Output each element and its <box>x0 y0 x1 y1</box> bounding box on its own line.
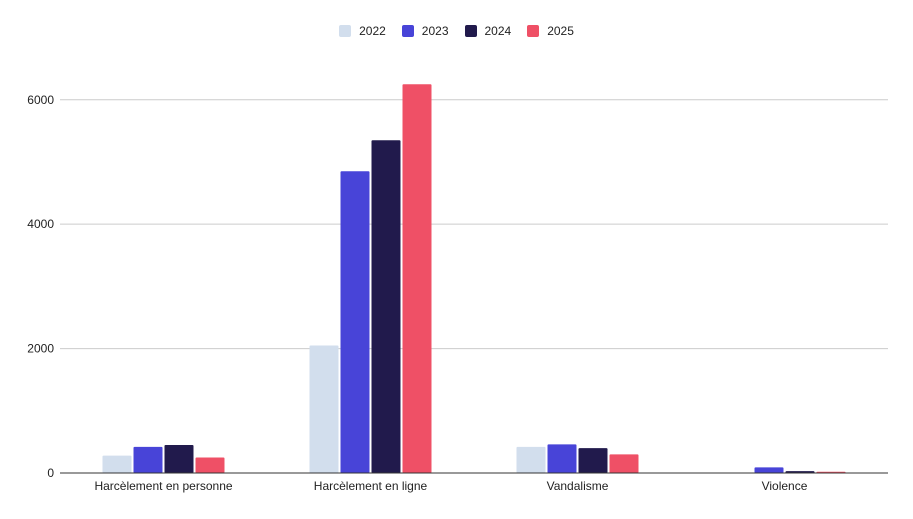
bar-2023 <box>754 467 784 473</box>
legend-swatch-2025 <box>527 25 540 37</box>
y-tick-label: 4000 <box>27 217 54 231</box>
bar-2024 <box>164 445 194 473</box>
bar-2025 <box>402 84 432 474</box>
legend-label-2025: 2025 <box>547 24 574 38</box>
legend-item-2025[interactable]: 2025 <box>527 24 574 38</box>
bar-2023 <box>547 444 577 473</box>
legend-label-2023: 2023 <box>421 24 449 38</box>
y-tick-label: 2000 <box>27 342 54 356</box>
legend-item-2022[interactable]: 2022 <box>339 24 386 38</box>
bar-2022 <box>309 345 339 473</box>
x-tick-label: Harcèlement en personne <box>94 479 232 493</box>
y-tick-label: 6000 <box>27 93 54 107</box>
bar-2022 <box>102 455 132 473</box>
legend: 2022 2023 2024 2025 <box>0 24 913 38</box>
legend-label-2022: 2022 <box>359 24 386 38</box>
legend-label-2024: 2024 <box>484 24 512 38</box>
bar-2024 <box>578 448 608 473</box>
legend-item-2023[interactable]: 2023 <box>401 24 449 38</box>
legend-swatch-2022 <box>339 25 352 37</box>
legend-swatch-2023 <box>401 25 414 37</box>
bar-2022 <box>516 446 546 473</box>
x-tick-label: Violence <box>762 479 808 493</box>
bar-2023 <box>133 446 163 473</box>
x-tick-label: Vandalisme <box>547 479 609 493</box>
y-tick-label: 0 <box>47 466 54 480</box>
x-tick-label: Harcèlement en ligne <box>314 479 428 493</box>
bar-2025 <box>195 457 225 473</box>
bar-2024 <box>371 140 401 473</box>
legend-item-2024[interactable]: 2024 <box>464 24 512 38</box>
legend-swatch-2024 <box>464 25 477 37</box>
bar-2023 <box>340 171 370 474</box>
bar-2025 <box>609 454 639 473</box>
